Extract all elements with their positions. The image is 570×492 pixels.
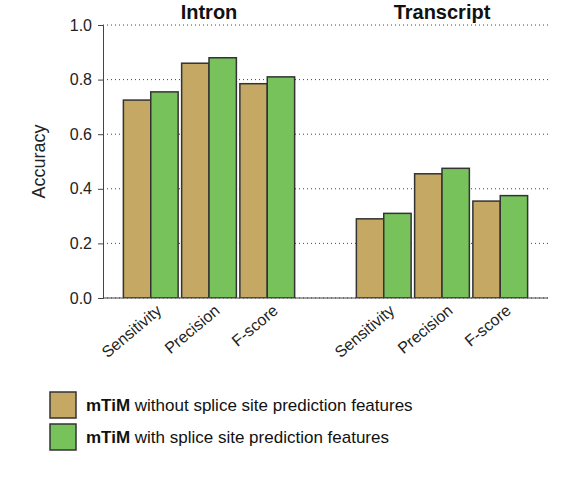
y-axis-line [98,26,104,299]
bar [151,92,178,298]
y-tick-label: 0.8 [70,71,92,88]
y-tick-label: 0.4 [70,180,92,197]
grid-line [103,79,548,80]
y-tick-label: 0.0 [70,290,92,307]
x-tick-label: F-score [229,302,282,350]
legend: mTiM without splice site prediction feat… [50,392,413,450]
x-tick-label: Precision [394,302,455,357]
x-tick: F-score [462,302,515,350]
y-tick: 0.0 [70,290,103,307]
x-tick-label: Sensitivity [98,302,164,361]
y-tick-label: 0.6 [70,126,92,143]
x-tick: Precision [394,302,455,357]
legend-label: mTiM without splice site prediction feat… [86,396,413,415]
x-axis-line [103,298,548,299]
x-tick: Sensitivity [331,302,397,361]
bar [356,219,383,298]
bar [123,100,150,298]
y-tick-mark [98,80,103,81]
bars [123,58,527,298]
y-axis: 0.0 0.2 0.4 0.6 0.8 1.0 [70,17,104,307]
y-tick-mark [98,298,103,299]
bar [415,174,442,298]
y-tick-label: 1.0 [70,17,92,34]
group-title: Transcript [394,1,491,23]
x-axis: SensitivityPrecisionF-scoreSensitivityPr… [98,298,548,361]
y-tick-label: 0.2 [70,235,92,252]
grid-line [103,298,548,299]
bar [182,63,209,298]
bar [473,201,500,298]
bar [442,168,469,298]
y-tick-mark [98,25,103,26]
bar [267,77,294,298]
bar [209,58,236,298]
y-tick: 0.8 [70,71,103,88]
y-tick-mark [98,134,103,135]
x-tick: F-score [229,302,282,350]
y-tick: 0.2 [70,235,103,252]
chart: 0.00.20.40.60.81.0SensitivityPrecisionF-… [0,0,570,492]
x-tick-label: F-score [462,302,515,350]
y-tick: 0.6 [70,126,103,143]
group-title: Intron [181,1,238,23]
bar [500,196,527,298]
bar [384,213,411,298]
y-tick-mark [98,243,103,244]
x-tick-label: Precision [161,302,222,357]
legend-swatch [50,424,76,450]
x-tick-label: Sensitivity [331,302,397,361]
y-axis-title: Accuracy [29,124,49,198]
y-tick: 0.4 [70,180,103,197]
grid [103,25,548,298]
bar [240,84,267,298]
x-tick: Sensitivity [98,302,164,361]
legend-swatch [50,392,76,418]
y-tick-mark [98,189,103,190]
x-tick: Precision [161,302,222,357]
y-tick: 1.0 [70,17,103,34]
legend-label: mTiM with splice site prediction feature… [86,428,389,447]
grid-line [103,25,548,26]
